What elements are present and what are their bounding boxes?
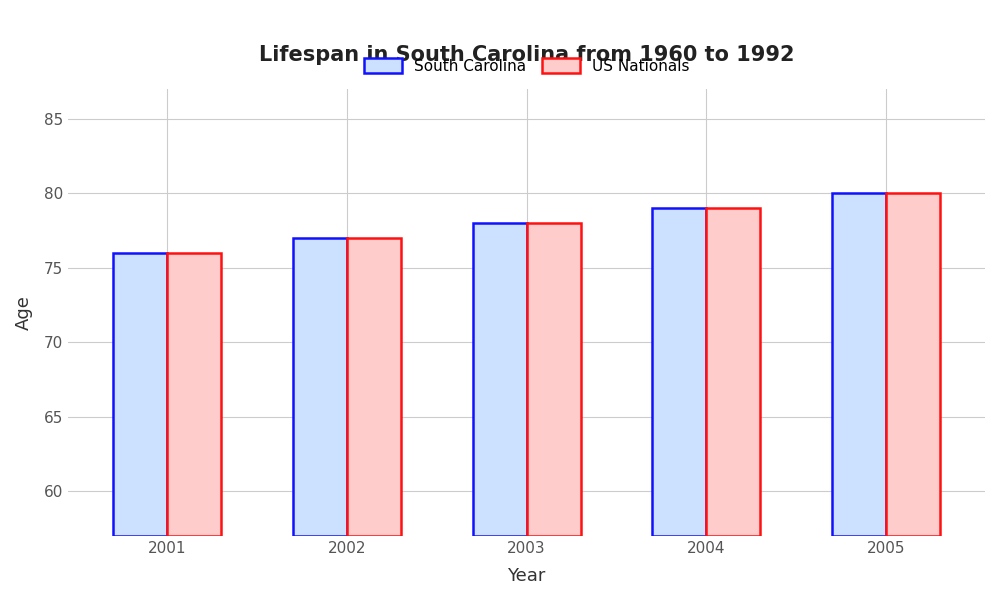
Bar	[527, 223, 581, 536]
Y-axis label: Age: Age	[15, 295, 33, 330]
Title: Lifespan in South Carolina from 1960 to 1992: Lifespan in South Carolina from 1960 to …	[259, 45, 794, 65]
Legend: South Carolina, US Nationals: South Carolina, US Nationals	[358, 52, 696, 80]
X-axis label: Year: Year	[507, 567, 546, 585]
Bar	[113, 253, 167, 536]
Bar	[652, 208, 706, 536]
Bar	[167, 253, 221, 536]
Bar	[473, 223, 527, 536]
Bar	[706, 208, 760, 536]
Bar	[347, 238, 401, 536]
Bar	[293, 238, 347, 536]
Bar	[832, 193, 886, 536]
Bar	[886, 193, 940, 536]
